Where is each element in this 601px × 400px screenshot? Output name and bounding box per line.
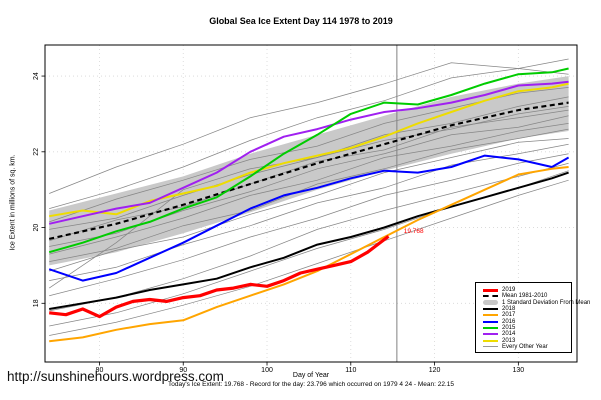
x-tick-label: 80	[96, 367, 104, 374]
series-2018	[49, 171, 569, 310]
legend-item-2017: 2017	[483, 312, 569, 318]
legend-item-2015: 2015	[483, 325, 569, 331]
series-2017	[49, 166, 569, 343]
series-2016	[48, 154, 570, 282]
y-tick-label: 18	[33, 299, 40, 307]
today-stats-text: Today's Ice Extent: 19.768 - Record for …	[168, 381, 454, 388]
legend-swatch	[483, 333, 498, 336]
legend-item-1-standard-deviation-from-mean: 1 Standard Deviation From Mean	[483, 300, 590, 306]
legend-swatch	[483, 307, 498, 310]
legend-label: 2016	[502, 318, 516, 325]
url-watermark: http://sunshinehours.wordpress.com	[7, 369, 224, 384]
x-axis-label: Day of Year	[292, 372, 330, 379]
legend-swatch	[483, 339, 498, 342]
chart-title: Global Sea Ice Extent Day 114 1978 to 20…	[209, 16, 393, 26]
plot-border	[44, 44, 578, 363]
legend-item-2016: 2016	[483, 319, 569, 325]
legend-label: Every Other Year	[502, 343, 548, 350]
x-tick-label: 110	[345, 367, 356, 374]
series-2019	[49, 235, 390, 319]
every-other-year-line	[49, 162, 569, 312]
legend-label: 2017	[502, 312, 516, 319]
x-tick-label: 90	[179, 367, 187, 374]
legend-swatch	[483, 314, 498, 317]
every-other-year-line	[49, 153, 569, 297]
every-other-year-line	[49, 179, 569, 336]
legend-item-2018: 2018	[483, 306, 569, 312]
every-other-year-line	[49, 123, 569, 255]
x-tick-label: 100	[261, 367, 273, 374]
legend-item-2013: 2013	[483, 338, 569, 344]
series-2014	[48, 80, 569, 225]
legend-label: Mean 1981-2010	[502, 293, 548, 300]
mean-1981-2010-line	[48, 101, 569, 240]
legend-item-every-other-year: Every Other Year	[483, 344, 569, 350]
legend-swatch	[483, 346, 498, 348]
y-tick-label: 24	[33, 72, 40, 80]
std-deviation-band	[49, 76, 569, 266]
legend-label: 2015	[502, 324, 516, 331]
every-other-year-line	[49, 138, 569, 272]
legend-swatch	[483, 288, 498, 292]
every-other-year-line	[49, 109, 569, 242]
legend-swatch	[483, 300, 498, 306]
legend-swatch	[483, 320, 498, 323]
legend: 2019 Mean 1981-2010 1 Standard Deviation F…	[475, 282, 590, 353]
every-other-year-line	[49, 68, 569, 209]
x-tick-label: 130	[513, 367, 525, 374]
legend-swatch	[483, 295, 498, 298]
legend-label: 1 Standard Deviation From Mean	[502, 299, 591, 306]
legend-item-2014: 2014	[483, 331, 569, 337]
legend-swatch	[483, 326, 498, 329]
every-other-year-line	[49, 128, 569, 262]
legend-item-2019: 2019	[483, 287, 569, 293]
today-value-annotation: 19.768	[404, 228, 424, 235]
y-axis-label: Ice Extent in millions of sq. km.	[9, 154, 17, 251]
x-tick-label: 120	[429, 367, 441, 374]
y-tick-label: 22	[33, 148, 40, 156]
every-other-year-line	[49, 58, 569, 194]
legend-label: 2014	[502, 331, 516, 338]
legend-label: 2018	[502, 305, 516, 312]
legend-label: 2019	[502, 287, 516, 293]
legend-item-mean-1981-2010: Mean 1981-2010	[483, 293, 569, 299]
y-tick-label: 20	[33, 224, 40, 232]
series-2015	[48, 67, 569, 254]
legend-label: 2013	[502, 337, 516, 344]
